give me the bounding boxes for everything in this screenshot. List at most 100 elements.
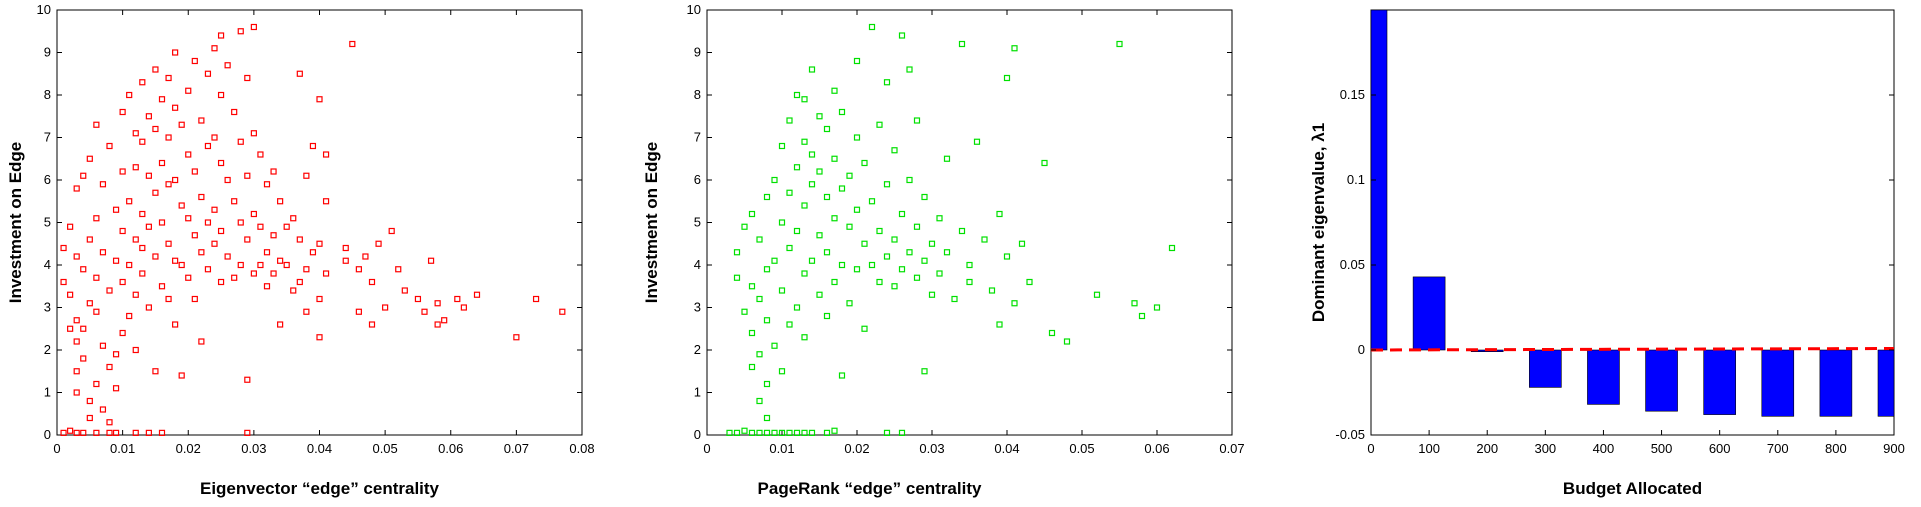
scatter-point <box>60 244 67 252</box>
scatter-point <box>80 355 87 362</box>
scatter-point <box>145 429 152 436</box>
scatter-point <box>211 45 218 52</box>
bar <box>1645 349 1678 412</box>
scatter-point <box>80 172 87 179</box>
scatter-point <box>316 295 323 303</box>
scatter-point <box>454 295 461 303</box>
scatter-point <box>73 185 80 192</box>
scatter-point <box>316 334 323 341</box>
x-tick-label: 400 <box>1593 441 1615 456</box>
x-tick-labels: 0 100 200 300 400 500 600 700 800 900 <box>1367 430 1905 456</box>
scatter-point <box>936 270 943 277</box>
scatter-point <box>119 278 126 286</box>
scatter-point <box>741 223 748 230</box>
x-tick-label: 0.06 <box>438 441 463 456</box>
scatter-point <box>73 338 80 345</box>
scatter-point <box>793 91 801 99</box>
scatter-point <box>763 414 771 422</box>
scatter-point <box>906 249 913 256</box>
scatter-point <box>139 270 146 277</box>
scatter-point <box>165 74 172 82</box>
scatter-point <box>921 193 928 201</box>
scatter-point <box>1093 291 1101 298</box>
scatter-point <box>733 274 741 281</box>
scatter-point <box>898 429 906 436</box>
scatter-point <box>112 385 120 392</box>
y-tick-label: 4 <box>694 257 701 272</box>
scatter-point <box>1003 74 1011 82</box>
scatter-point <box>763 266 771 273</box>
scatter-point <box>898 210 906 218</box>
scatter-point <box>303 308 310 315</box>
scatter-point <box>132 164 139 171</box>
bar <box>1587 349 1620 405</box>
scatter-point <box>277 257 284 264</box>
scatter-point <box>231 274 238 281</box>
scatter-point <box>93 380 100 388</box>
scatter-point <box>883 253 891 260</box>
scatter-point <box>112 206 120 213</box>
bar <box>1877 349 1895 417</box>
scatter-point <box>748 429 756 436</box>
scatter-point <box>67 325 74 332</box>
scatter-point <box>132 291 139 298</box>
scatter-point <box>846 172 853 179</box>
scatter-point <box>763 380 771 388</box>
x-tick-label: 0.06 <box>1144 441 1169 456</box>
scatter-point <box>322 270 330 277</box>
scatter-point <box>756 351 763 358</box>
x-tick-label: 0.04 <box>994 441 1019 456</box>
scatter-point <box>263 283 271 290</box>
scatter-point <box>106 287 113 294</box>
scatter-point <box>99 249 107 256</box>
y-tick-label: 6 <box>44 172 51 187</box>
y-tick-label: 8 <box>694 87 701 102</box>
scatter-point <box>756 236 763 243</box>
scatter-point <box>958 40 966 48</box>
scatter-point <box>427 257 435 264</box>
scatter-points <box>726 23 1176 436</box>
scatter-point <box>126 91 133 99</box>
scatter-point <box>1131 300 1138 307</box>
scatter-point <box>185 151 192 158</box>
scatter-point <box>257 223 264 230</box>
y-tick-label: 7 <box>44 130 51 145</box>
scatter-point <box>132 130 139 137</box>
scatter-point <box>178 121 185 128</box>
scatter-point <box>198 193 205 201</box>
scatter-point <box>771 429 778 436</box>
scatter-point <box>816 113 823 120</box>
scatter-point <box>741 427 748 434</box>
scatter-point <box>434 300 441 307</box>
scatter-point <box>876 121 883 128</box>
scatter-point <box>263 249 271 256</box>
scatter-point <box>119 168 126 175</box>
scatter-point <box>342 257 349 264</box>
x-tick-label: 0.08 <box>569 441 594 456</box>
scatter-point <box>532 295 540 303</box>
scatter-point <box>99 406 107 413</box>
scatter-point <box>996 321 1003 328</box>
scatter-point <box>112 429 120 436</box>
y-tick-labels: -0.05 0 0.05 0.1 0.15 <box>1335 87 1894 442</box>
scatter-point <box>217 227 225 235</box>
scatter-point <box>513 334 520 341</box>
scatter-point <box>823 312 831 320</box>
scatter-point <box>303 172 310 179</box>
scatter-point <box>756 429 763 436</box>
scatter-point <box>211 134 218 141</box>
plot-area-frame <box>706 9 1233 436</box>
scatter-point <box>204 219 212 226</box>
scatter-point <box>126 312 133 320</box>
y-tick-label: 0 <box>44 427 51 442</box>
scatter-point <box>152 125 159 133</box>
scatter-point <box>375 240 382 247</box>
scatter-point <box>152 66 159 73</box>
scatter-point <box>126 198 133 205</box>
scatter-point <box>1026 278 1033 286</box>
scatter-point <box>786 244 793 252</box>
scatter-point <box>73 389 80 396</box>
scatter-point <box>93 308 100 315</box>
zero-reference-line <box>1370 347 1895 352</box>
